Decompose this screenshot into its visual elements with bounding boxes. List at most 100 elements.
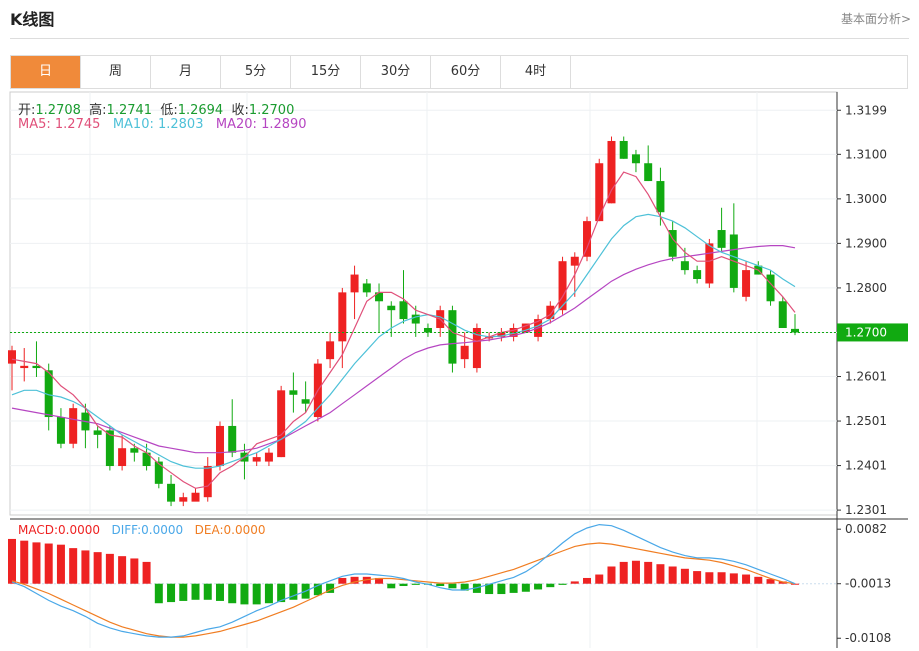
high-value: 1.2741	[106, 103, 153, 118]
candle-body-49	[607, 140, 616, 204]
macd-bar-42	[521, 583, 530, 592]
candle-body-38	[472, 327, 481, 369]
low-label: 低:	[160, 103, 178, 118]
price-tick-label-7: 1.2501	[845, 414, 887, 428]
macd-bar-2	[32, 542, 41, 584]
candle-body-31	[387, 305, 396, 311]
candle-body-51	[631, 154, 640, 164]
tab-0[interactable]: 日	[11, 56, 81, 88]
candle-body-46	[570, 256, 579, 266]
tab-4[interactable]: 15分	[291, 56, 361, 88]
ohlc-info: 开:1.2708 高:1.2741 低:1.2694 收:1.2700	[18, 99, 294, 118]
candle-body-0	[8, 350, 16, 364]
candle-body-45	[558, 261, 567, 311]
candle-body-47	[583, 221, 592, 257]
candle-body-64	[791, 328, 799, 333]
price-tick-label-0: 1.3199	[845, 103, 887, 117]
candle-body-10	[130, 448, 139, 453]
macd-bar-15	[191, 583, 200, 600]
macd-bar-46	[570, 581, 579, 584]
macd-bar-10	[130, 558, 139, 584]
candle-body-4	[56, 417, 65, 444]
macd-bar-23	[289, 583, 298, 600]
candle-body-26	[326, 341, 335, 360]
macd-bar-45	[558, 583, 567, 585]
macd-bar-8	[105, 553, 114, 584]
open-label: 开:	[18, 103, 36, 118]
candle-body-7	[93, 430, 102, 435]
current-price-badge	[837, 323, 908, 342]
tab-1[interactable]: 周	[81, 56, 151, 88]
candle-body-55	[680, 261, 689, 271]
candle-body-14	[179, 497, 188, 502]
macd-bar-4	[56, 544, 65, 584]
dea-value: 0.0000	[223, 523, 266, 537]
close-label: 收:	[231, 103, 249, 118]
high-label: 高:	[89, 103, 107, 118]
candle-body-12	[154, 461, 163, 484]
macd-bar-55	[680, 568, 689, 584]
candle-body-21	[264, 452, 273, 462]
tab-5[interactable]: 30分	[361, 56, 431, 88]
tab-3[interactable]: 5分	[221, 56, 291, 88]
candle-body-37	[460, 345, 469, 360]
candle-body-57	[705, 243, 714, 284]
macd-tick-label-1: -0.0013	[845, 577, 891, 591]
macd-bar-16	[203, 583, 212, 600]
macd-bar-13	[167, 583, 176, 603]
macd-bar-51	[631, 560, 640, 584]
macd-bar-50	[619, 561, 628, 584]
low-value: 1.2694	[177, 103, 224, 118]
macd-bar-49	[607, 566, 616, 584]
price-tick-label-9: 1.2301	[845, 503, 887, 517]
macd-bar-30	[375, 577, 384, 584]
macd-bar-60	[742, 574, 751, 584]
candle-body-53	[656, 181, 665, 213]
macd-bar-61	[754, 576, 763, 584]
candle-body-56	[693, 270, 702, 280]
macd-bar-48	[595, 574, 604, 584]
candle-body-29	[362, 283, 371, 293]
ma10-value: 1.2803	[157, 117, 204, 132]
candle-body-42	[521, 323, 530, 333]
tab-6[interactable]: 60分	[431, 56, 501, 88]
macd-bar-21	[264, 583, 273, 604]
tab-2[interactable]: 月	[151, 56, 221, 88]
macd-bar-36	[448, 583, 457, 589]
macd-bar-54	[668, 566, 677, 584]
candle-body-30	[375, 292, 384, 302]
macd-bar-56	[693, 571, 702, 584]
price-tick-label-6: 1.2601	[845, 370, 887, 384]
candle-body-60	[742, 270, 751, 297]
candle-body-8	[105, 430, 114, 467]
macd-value: 0.0000	[58, 523, 101, 537]
macd-bar-35	[436, 583, 445, 587]
price-tick-label-8: 1.2401	[845, 459, 887, 473]
macd-bar-26	[326, 583, 335, 593]
candle-body-33	[411, 314, 420, 324]
macd-tick-label-2: -0.0108	[845, 631, 891, 645]
macd-bar-17	[215, 583, 224, 601]
macd-bar-11	[142, 561, 151, 584]
fundamental-analysis-link[interactable]: 基本面分析>	[840, 12, 911, 26]
candle-body-41	[509, 327, 518, 337]
ma20-label: MA20:	[215, 117, 257, 132]
ma10-label: MA10:	[112, 117, 154, 132]
title-divider	[10, 38, 909, 39]
macd-bar-1	[20, 540, 29, 584]
macd-bar-37	[460, 583, 469, 591]
macd-bar-59	[729, 573, 738, 584]
macd-label: MACD:	[18, 523, 59, 537]
macd-bar-57	[705, 572, 714, 584]
macd-bar-47	[583, 577, 592, 584]
ma20-line	[11, 245, 796, 454]
macd-bar-33	[411, 583, 420, 585]
macd-bar-6	[81, 550, 90, 584]
macd-bar-62	[766, 579, 775, 584]
close-value: 1.2700	[248, 103, 295, 118]
candle-body-20	[252, 457, 261, 462]
tab-7[interactable]: 4时	[501, 56, 571, 88]
candle-body-11	[142, 452, 151, 467]
candle-body-28	[350, 274, 359, 293]
